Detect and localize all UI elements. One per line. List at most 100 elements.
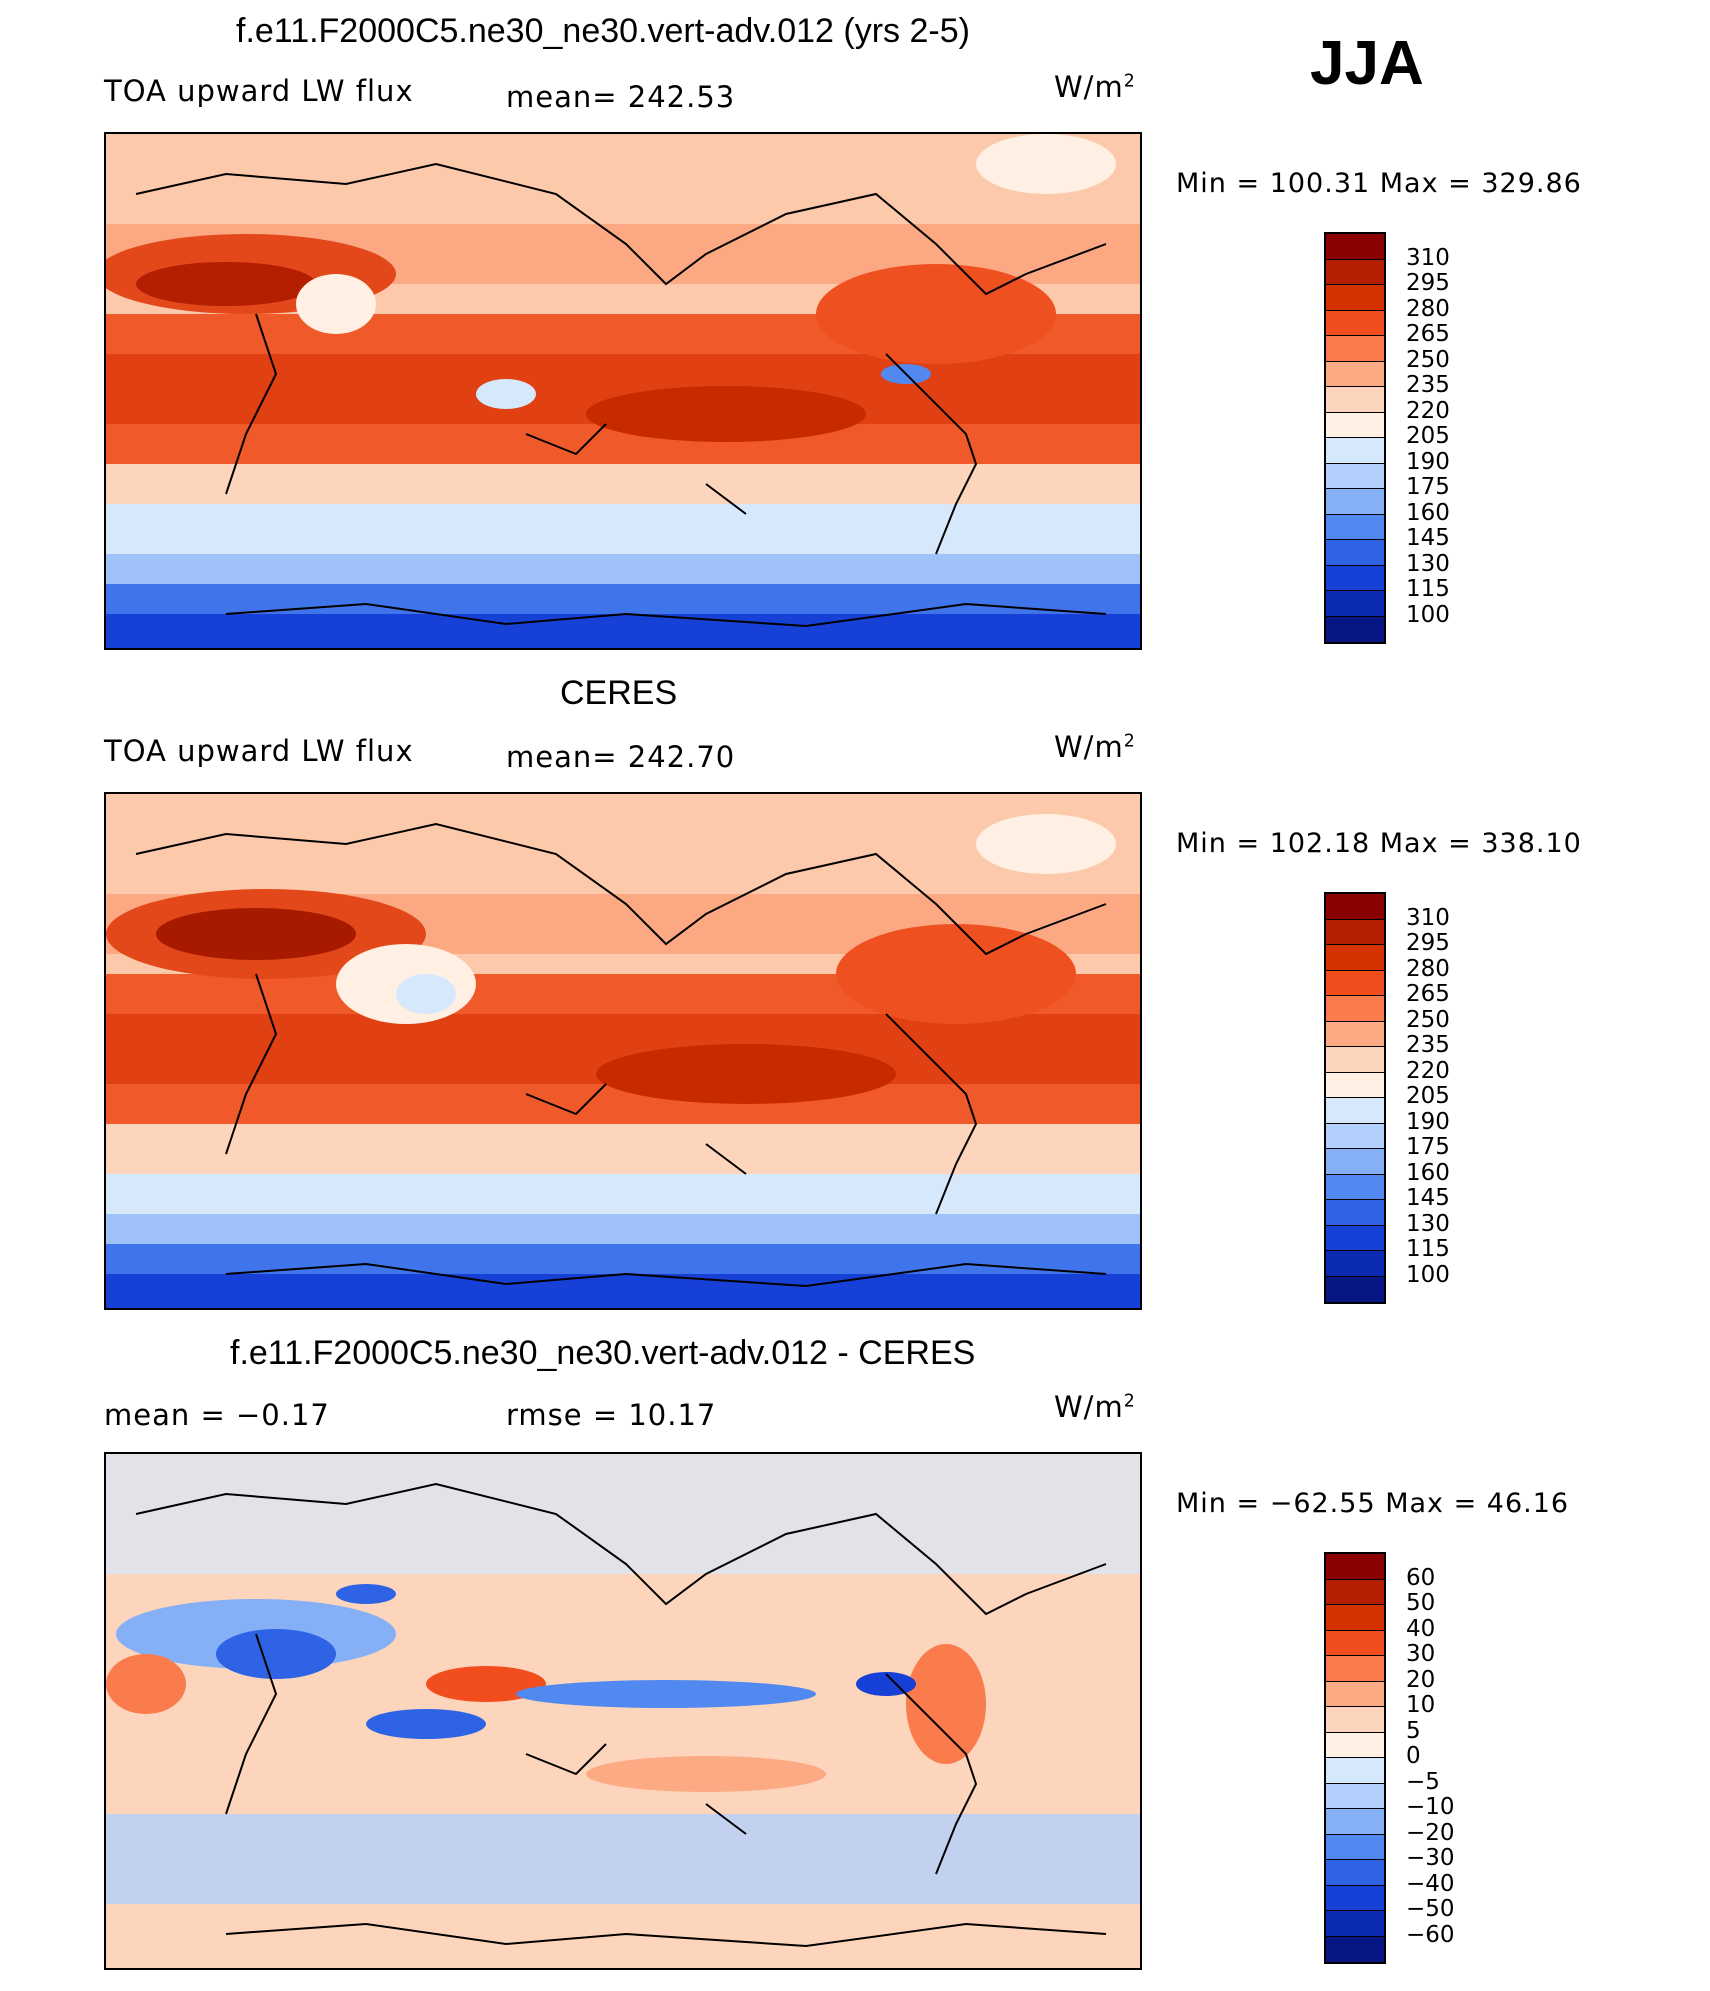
colorbar-segment	[1326, 1021, 1384, 1047]
colorbar-segment	[1326, 1123, 1384, 1149]
panel3-mean: mean = −0.17	[104, 1398, 330, 1432]
colorbar-tick-label: 205	[1406, 1083, 1450, 1109]
colorbar-tick-label: 160	[1406, 1159, 1450, 1186]
colorbar-tick-label: −30	[1406, 1845, 1455, 1871]
colorbar-tick-label: 10	[1406, 1692, 1436, 1718]
colorbar-segment	[1326, 1174, 1384, 1200]
panel1-units: W/m2	[1054, 70, 1136, 104]
colorbar-segment	[1326, 1732, 1384, 1758]
colorbar-segment	[1326, 894, 1384, 920]
panel2-variable: TOA upward LW flux	[104, 734, 414, 768]
colorbar-segment	[1326, 1860, 1384, 1886]
colorbar-segment	[1326, 945, 1384, 971]
colorbar-segment	[1326, 361, 1384, 387]
colorbar-tick-label: 250	[1406, 1006, 1450, 1033]
panel3-rmse: rmse = 10.17	[506, 1398, 717, 1432]
panel1-minmax: Min = 100.31 Max = 329.86	[1176, 168, 1582, 199]
colorbar-segment	[1326, 285, 1384, 311]
colorbar-tick-label: 130	[1406, 1210, 1450, 1237]
panel2-colorbar	[1324, 892, 1386, 1304]
colorbar-segment	[1326, 259, 1384, 285]
colorbar-tick-label: −40	[1406, 1870, 1455, 1897]
colorbar-tick-label: −50	[1406, 1896, 1455, 1922]
colorbar-tick-label: 295	[1406, 270, 1450, 296]
colorbar-segment	[1326, 1809, 1384, 1835]
colorbar-tick-label: −60	[1406, 1921, 1455, 1948]
panel1-mean: mean= 242.53	[506, 80, 736, 114]
colorbar-tick-label: 265	[1406, 321, 1450, 347]
colorbar-tick-label: 20	[1406, 1666, 1436, 1693]
colorbar-tick-label: 205	[1406, 423, 1450, 449]
colorbar-segment	[1326, 1225, 1384, 1251]
colorbar-segment	[1326, 1072, 1384, 1098]
colorbar-segment	[1326, 565, 1384, 591]
model-map-field	[106, 134, 1140, 648]
colorbar-segment	[1326, 996, 1384, 1022]
colorbar-segment	[1326, 310, 1384, 336]
colorbar-tick-label: 310	[1406, 244, 1450, 271]
panel1-colorbar	[1324, 232, 1386, 644]
colorbar-tick-label: 175	[1406, 474, 1450, 500]
colorbar-tick-label: 0	[1406, 1743, 1421, 1769]
colorbar-segment	[1326, 1707, 1384, 1733]
colorbar-segment	[1326, 489, 1384, 515]
difference-map-field	[106, 1454, 1140, 1968]
colorbar-segment	[1326, 336, 1384, 362]
panel2-units: W/m2	[1054, 730, 1136, 764]
colorbar-segment	[1326, 1554, 1384, 1580]
colorbar-segment	[1326, 1656, 1384, 1682]
colorbar-tick-label: 310	[1406, 904, 1450, 931]
colorbar-segment	[1326, 1098, 1384, 1124]
colorbar-tick-label: 280	[1406, 295, 1450, 322]
colorbar-segment	[1326, 1630, 1384, 1656]
colorbar-segment	[1326, 1276, 1384, 1302]
panel2-mean: mean= 242.70	[506, 740, 736, 774]
colorbar-segment	[1326, 1200, 1384, 1226]
observation-map-field	[106, 794, 1140, 1308]
colorbar-tick-label: 175	[1406, 1134, 1450, 1160]
colorbar-tick-label: 145	[1406, 525, 1450, 551]
colorbar-tick-label: 295	[1406, 930, 1450, 956]
colorbar-segment	[1326, 1149, 1384, 1175]
colorbar-tick-label: 190	[1406, 1108, 1450, 1135]
observation-map	[104, 792, 1142, 1310]
colorbar-segment	[1326, 1936, 1384, 1962]
colorbar-tick-label: 5	[1406, 1717, 1421, 1744]
colorbar-tick-label: 235	[1406, 372, 1450, 398]
colorbar-segment	[1326, 919, 1384, 945]
colorbar-tick-label: 280	[1406, 955, 1450, 982]
colorbar-tick-label: 115	[1406, 576, 1450, 602]
panel2-title: CERES	[560, 674, 678, 712]
colorbar-tick-label: 220	[1406, 397, 1450, 424]
colorbar-segment	[1326, 970, 1384, 996]
colorbar-tick-label: 235	[1406, 1032, 1450, 1058]
colorbar-segment	[1326, 1758, 1384, 1784]
panel3-colorbar	[1324, 1552, 1386, 1964]
season-label: JJA	[1310, 29, 1424, 98]
panel2-minmax: Min = 102.18 Max = 338.10	[1176, 828, 1582, 859]
model-map	[104, 132, 1142, 650]
panel1-variable: TOA upward LW flux	[104, 74, 414, 108]
colorbar-tick-label: 50	[1406, 1590, 1436, 1616]
colorbar-tick-label: 130	[1406, 550, 1450, 577]
colorbar-segment	[1326, 514, 1384, 540]
colorbar-tick-label: 115	[1406, 1236, 1450, 1262]
colorbar-tick-label: −10	[1406, 1794, 1455, 1820]
colorbar-tick-label: 40	[1406, 1615, 1436, 1642]
colorbar-segment	[1326, 387, 1384, 413]
colorbar-tick-label: 265	[1406, 981, 1450, 1007]
panel2-colorbar-ticks: 310 295 280 265 250 235 220 205 190 175 160 145 130 1…	[1406, 892, 1486, 1304]
colorbar-segment	[1326, 438, 1384, 464]
colorbar-segment	[1326, 1885, 1384, 1911]
panel3-title: f.e11.F2000C5.ne30_ne30.vert-adv.012 - C…	[230, 1334, 976, 1372]
panel3-units: W/m2	[1054, 1390, 1136, 1424]
colorbar-tick-label: 220	[1406, 1057, 1450, 1084]
colorbar-segment	[1326, 591, 1384, 617]
colorbar-tick-label: 30	[1406, 1641, 1436, 1667]
colorbar-segment	[1326, 1834, 1384, 1860]
colorbar-segment	[1326, 1783, 1384, 1809]
colorbar-segment	[1326, 616, 1384, 642]
panel3-minmax: Min = −62.55 Max = 46.16	[1176, 1488, 1570, 1519]
colorbar-tick-label: 250	[1406, 346, 1450, 373]
panel1-colorbar-ticks: 310 295 280 265 250 235 220 205 190 175 160 145 130 1…	[1406, 232, 1486, 644]
